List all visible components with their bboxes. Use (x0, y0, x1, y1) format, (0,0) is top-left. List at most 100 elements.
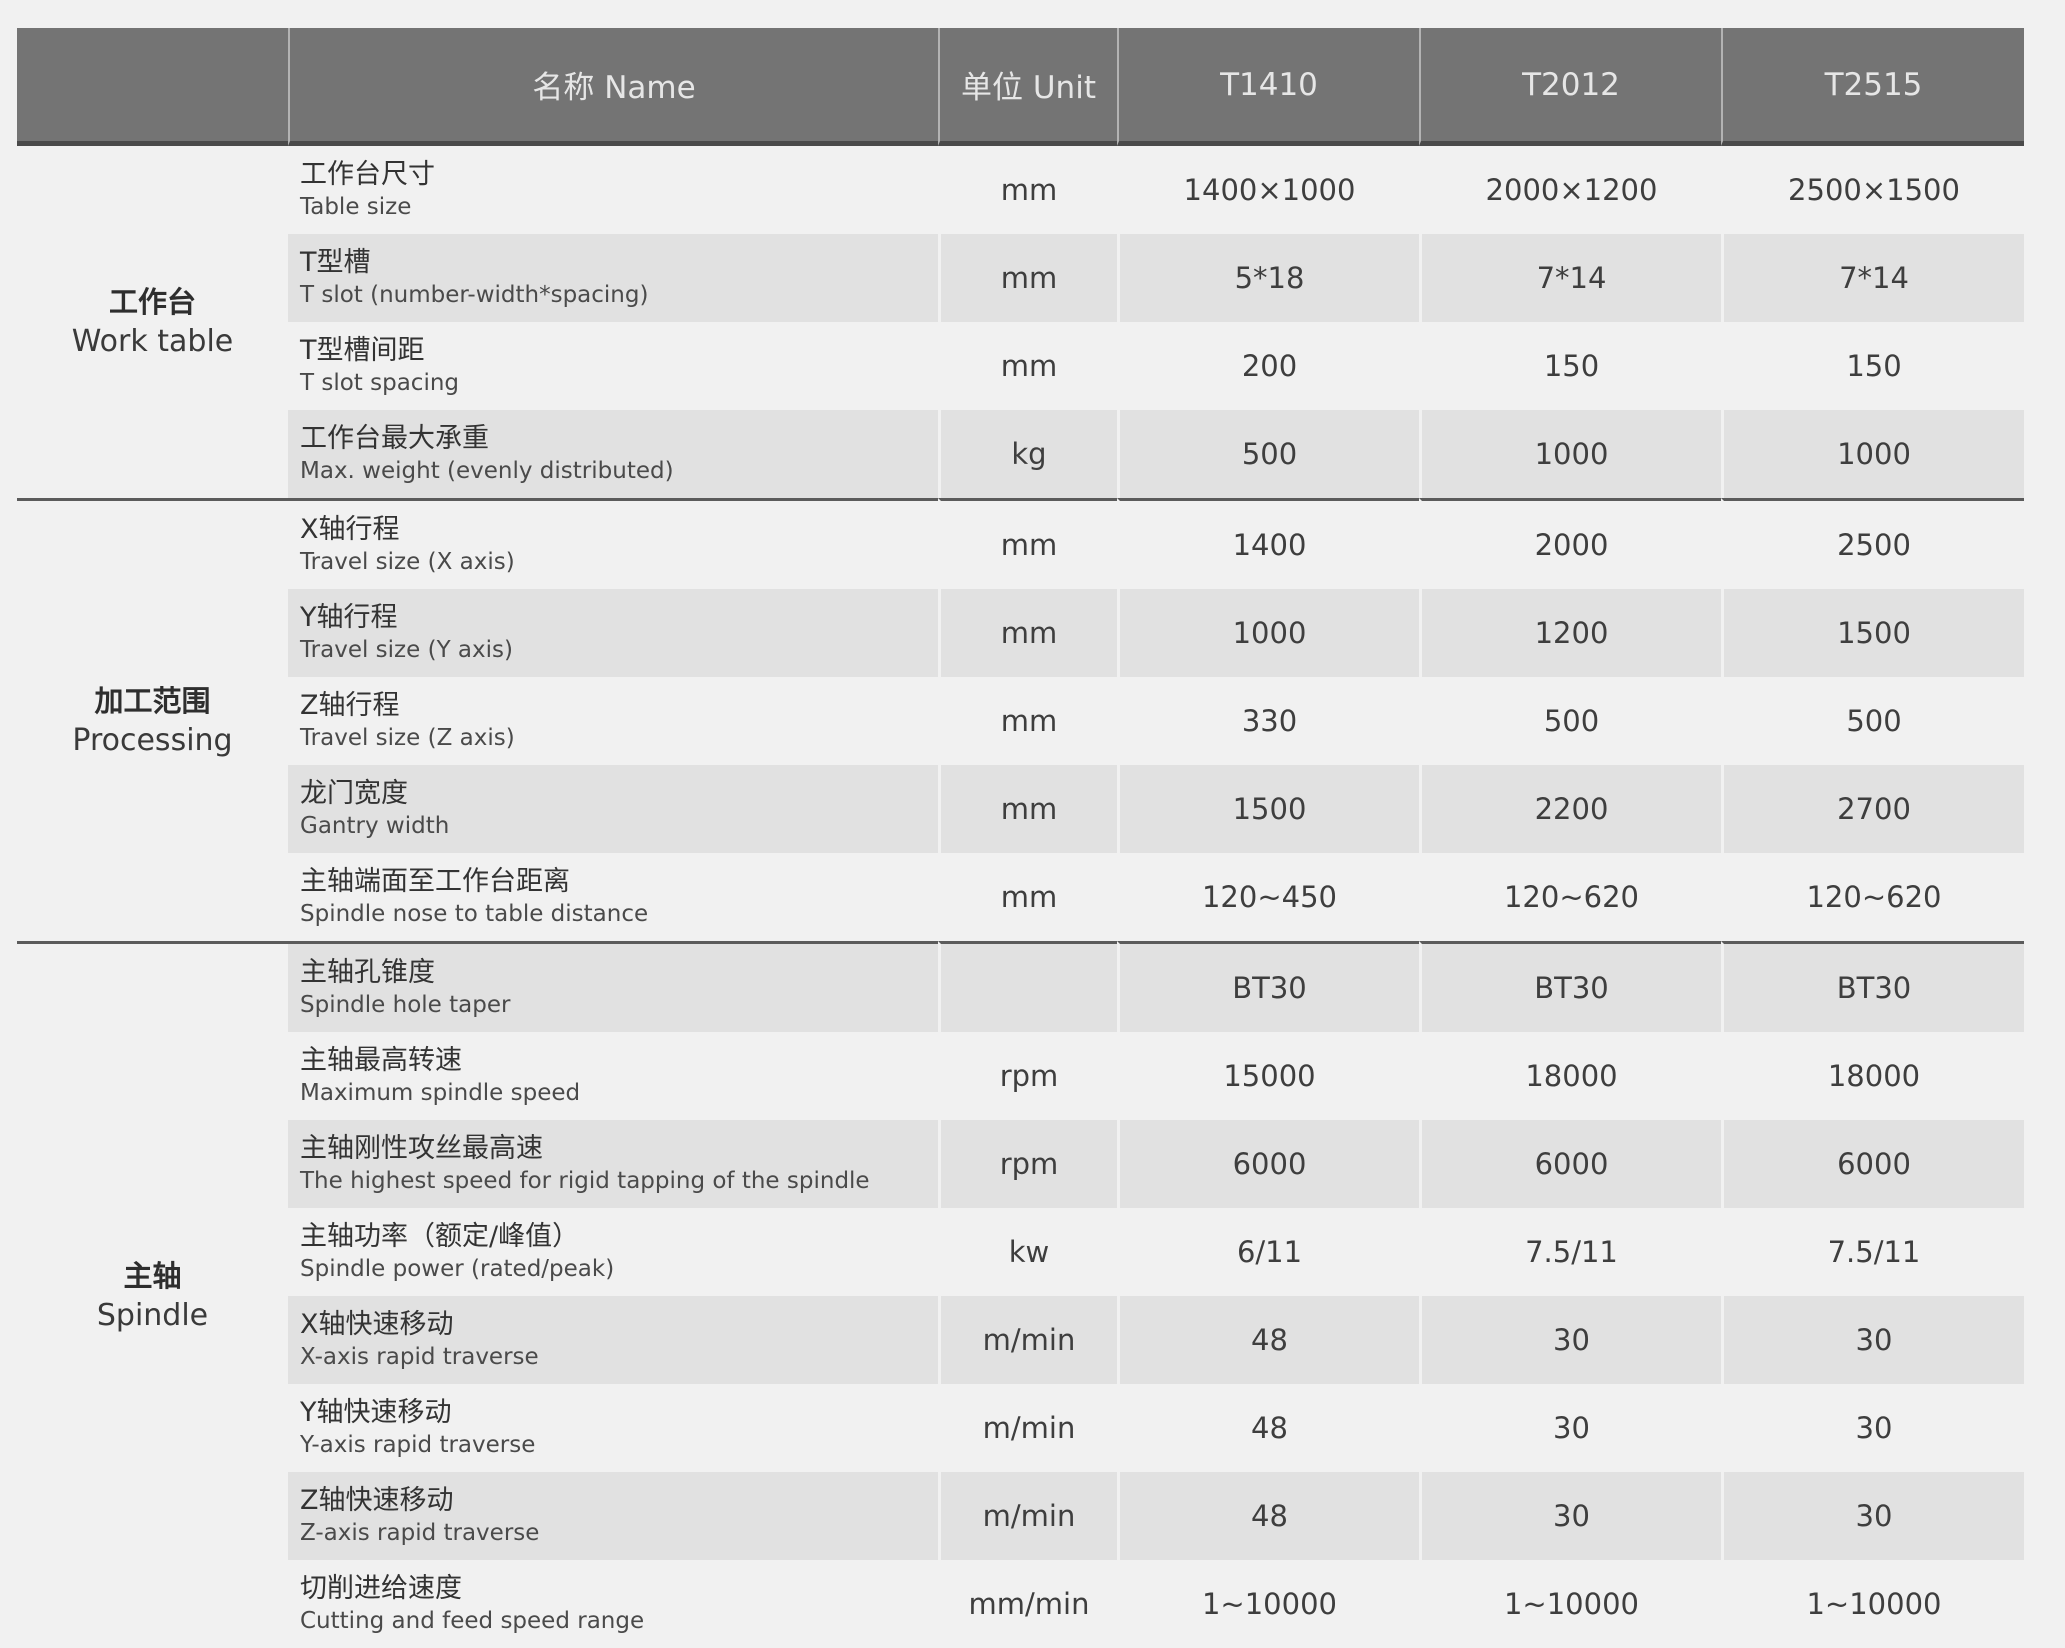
value-cell-t1410: 48 (1117, 1296, 1419, 1384)
header-name: 名称 Name (288, 28, 938, 146)
spec-name-cell: 主轴刚性攻丝最高速 The highest speed for rigid tap… (288, 1120, 938, 1208)
value-cell-t2012: 7.5/11 (1525, 1235, 1618, 1269)
spec-name-zh: X轴行程 (300, 514, 400, 545)
table-row: Z轴行程 Travel size (Z axis) mm 330 500 500 (17, 677, 2024, 765)
value-cell-t2515: 120~620 (1806, 880, 1942, 914)
spec-name-en: Max. weight (evenly distributed) (300, 458, 674, 484)
spec-name-zh: 工作台最大承重 (300, 423, 489, 454)
value-cell-t1410: 48 (1251, 1411, 1288, 1445)
group-label-en: Spindle (96, 1298, 209, 1333)
value-cell-t1410: 500 (1117, 410, 1419, 498)
value-cell-t1410: 330 (1241, 704, 1298, 738)
spec-name-zh: 龙门宽度 (300, 778, 408, 809)
header-group-cell (17, 28, 288, 146)
spec-name-en: T slot spacing (300, 370, 460, 396)
spec-name-en: The highest speed for rigid tapping of t… (300, 1168, 870, 1194)
unit-cell: mm (1000, 173, 1058, 207)
value-cell-t2515: 18000 (1827, 1059, 1921, 1093)
value-cell-t2515: 1000 (1721, 410, 2024, 498)
unit-cell: mm (938, 589, 1117, 677)
unit-cell: rpm (938, 1120, 1117, 1208)
unit-cell: mm/min (968, 1587, 1090, 1621)
spec-name-zh: 工作台尺寸 (300, 159, 435, 190)
header-model-t2012: T2012 (1419, 28, 1721, 146)
spec-name-en: Spindle nose to table distance (300, 901, 649, 927)
value-cell-t2012: 1000 (1419, 410, 1721, 498)
value-cell-t2515: 150 (1846, 349, 1902, 383)
spec-table: 名称 Name 单位 Unit T1410 T2012 T2515 工作台 Wor… (17, 28, 2024, 1648)
spec-name-en: Table size (300, 194, 412, 220)
spec-name-en: Travel size (Y axis) (300, 637, 513, 663)
group-label-zh: 工作台 (108, 285, 196, 319)
unit-cell: kg (938, 410, 1117, 498)
value-cell-t2012: 18000 (1525, 1059, 1618, 1093)
group-label-spindle: 主轴 Spindle (17, 941, 288, 1648)
table-row: 主轴功率（额定/峰值） Spindle power (rated/peak) kw 6… (17, 1208, 2024, 1296)
spec-name-zh: 主轴最高转速 (300, 1045, 462, 1076)
header-row: 名称 Name 单位 Unit T1410 T2012 T2515 (17, 28, 2024, 146)
value-cell-t2515: 30 (1855, 1411, 1893, 1445)
spec-name-en: Maximum spindle speed (300, 1080, 581, 1106)
spec-name-cell: 主轴孔锥度 Spindle hole taper (288, 941, 938, 1032)
table-row: T型槽 T slot (number-width*spacing) mm 5*18 7*… (17, 234, 2024, 322)
value-cell-t2515: 1500 (1721, 589, 2024, 677)
value-cell-t1410: 1400 (1117, 498, 1419, 589)
spec-name-zh: Y轴行程 (300, 602, 398, 633)
group-label-zh: 主轴 (123, 1259, 182, 1293)
value-cell-t1410: 1000 (1117, 589, 1419, 677)
unit-cell: mm (938, 234, 1117, 322)
spec-name-zh: X轴快速移动 (300, 1309, 454, 1340)
value-cell-t1410: 15000 (1223, 1059, 1316, 1093)
spec-name-en: Z-axis rapid traverse (300, 1520, 540, 1546)
value-cell-t1410: 1500 (1117, 765, 1419, 853)
value-cell-t2515: 2500 (1721, 498, 2024, 589)
spec-name-cell: 工作台尺寸 Table size (288, 146, 938, 234)
header-unit: 单位 Unit (938, 28, 1117, 146)
spec-name-cell: Z轴行程 Travel size (Z axis) (288, 677, 938, 765)
table-row: Z轴快速移动 Z-axis rapid traverse m/min 48 30 30 (17, 1472, 2024, 1560)
unit-cell: rpm (999, 1059, 1059, 1093)
value-cell-t2515: 6000 (1721, 1120, 2024, 1208)
group-label-en: Work table (71, 324, 234, 359)
value-cell-t2012: 6000 (1419, 1120, 1721, 1208)
group-label-work-table: 工作台 Work table (17, 146, 288, 498)
value-cell-t2012: 500 (1543, 704, 1600, 738)
table-row: 工作台最大承重 Max. weight (evenly distributed) k… (17, 410, 2024, 498)
spec-name-en: Spindle power (rated/peak) (300, 1256, 615, 1282)
group-label-en: Processing (72, 723, 233, 758)
value-cell-t1410: 6000 (1117, 1120, 1419, 1208)
value-cell-t2012: 2000 (1419, 498, 1721, 589)
spec-name-zh: 主轴孔锥度 (300, 957, 435, 988)
spec-name-cell: T型槽 T slot (number-width*spacing) (288, 234, 938, 322)
value-cell-t2012: 7*14 (1419, 234, 1721, 322)
spec-name-en: Cutting and feed speed range (300, 1608, 645, 1634)
value-cell-t1410: 48 (1117, 1472, 1419, 1560)
value-cell-t2012: 150 (1543, 349, 1600, 383)
unit-cell: m/min (938, 1296, 1117, 1384)
spec-name-cell: X轴行程 Travel size (X axis) (288, 498, 938, 589)
value-cell-t2515: 30 (1721, 1296, 2024, 1384)
value-cell-t1410: 200 (1241, 349, 1298, 383)
table-row: 主轴刚性攻丝最高速 The highest speed for rigid tap… (17, 1120, 2024, 1208)
value-cell-t2012: 2200 (1419, 765, 1721, 853)
header-model-t1410: T1410 (1117, 28, 1419, 146)
spec-name-zh: T型槽间距 (300, 335, 425, 366)
unit-cell: mm (938, 498, 1117, 589)
value-cell-t1410: 1400×1000 (1183, 173, 1356, 207)
spec-name-en: T slot (number-width*spacing) (300, 282, 649, 308)
value-cell-t2012: 30 (1553, 1411, 1590, 1445)
value-cell-t2012: 30 (1419, 1296, 1721, 1384)
spec-name-cell: T型槽间距 T slot spacing (288, 322, 938, 410)
unit-cell: m/min (982, 1411, 1076, 1445)
spec-table-body: 工作台 Work table 工作台尺寸 Table size mm 1400×1000 2… (17, 146, 2024, 1648)
spec-name-cell: 主轴功率（额定/峰值） Spindle power (rated/peak) (288, 1208, 938, 1296)
unit-cell: mm (1000, 349, 1058, 383)
unit-cell (938, 941, 1117, 1032)
spec-name-zh: Z轴行程 (300, 690, 400, 721)
table-row: X轴快速移动 X-axis rapid traverse m/min 48 30 30 (17, 1296, 2024, 1384)
value-cell-t2012: 1~10000 (1503, 1587, 1639, 1621)
group-label-zh: 加工范围 (94, 684, 211, 718)
spec-name-cell: 切削进给速度 Cutting and feed speed range (288, 1560, 938, 1648)
unit-cell: mm (1000, 880, 1058, 914)
spec-name-cell: 主轴端面至工作台距离 Spindle nose to table distance (288, 853, 938, 941)
